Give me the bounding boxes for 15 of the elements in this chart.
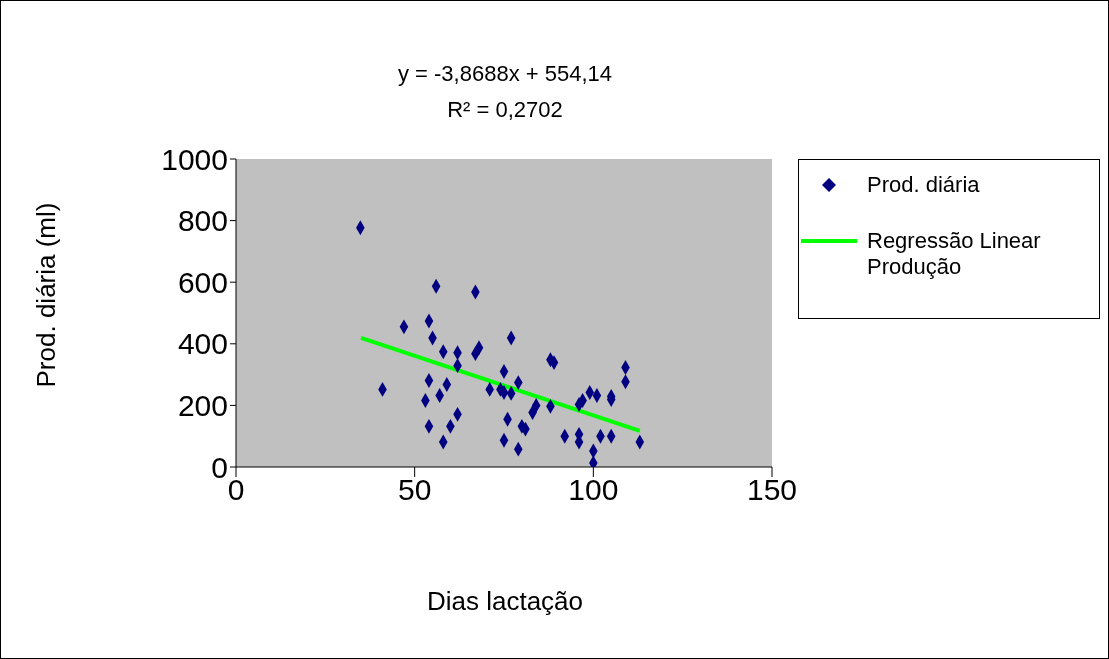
x-tick-label: 100: [568, 473, 619, 507]
y-tick-label: 200: [177, 389, 228, 423]
chart-title: y = -3,8688x + 554,14: [396, 60, 614, 88]
x-tick-label: 50: [397, 473, 432, 507]
legend-label: Prod. diária: [867, 172, 981, 198]
x-axis-title: Dias lactação: [425, 586, 585, 617]
chart-subtitle: R² = 0,2702: [446, 96, 564, 124]
y-tick-label: 400: [177, 327, 228, 361]
y-tick-label: 0: [211, 450, 228, 484]
y-tick-label: 800: [177, 204, 228, 238]
y-axis-title: Prod. diária (ml): [30, 201, 62, 390]
x-tick-label: 150: [746, 473, 798, 507]
y-tick-label: 600: [177, 265, 228, 299]
y-tick-label: 1000: [161, 142, 228, 176]
legend-label: Regressão Linear Produção: [867, 228, 1042, 280]
